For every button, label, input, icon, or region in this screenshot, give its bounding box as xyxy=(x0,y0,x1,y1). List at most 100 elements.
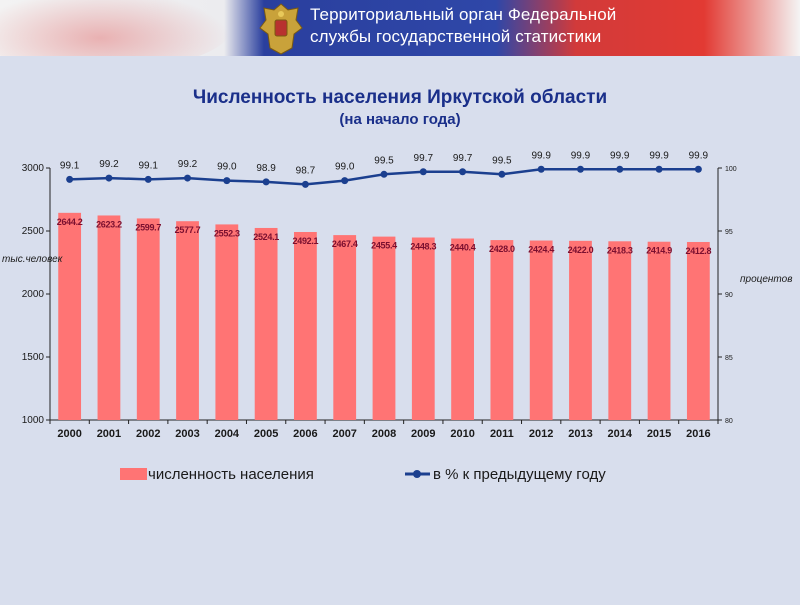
line-value-label: 99.0 xyxy=(335,162,355,173)
x-tick-label: 2014 xyxy=(608,428,633,440)
bar xyxy=(490,240,514,420)
line-value-label: 99.0 xyxy=(217,162,237,173)
line-marker xyxy=(144,175,152,183)
line-value-label: 99.5 xyxy=(374,155,394,166)
legend-bar-label: численность населения xyxy=(148,466,314,483)
bar xyxy=(686,241,710,420)
bar xyxy=(569,240,592,420)
line-value-label: 99.7 xyxy=(453,153,473,164)
x-tick-labels: 2000 2001 2002 2003 2004 2005 2006 2007 2008 2009… xyxy=(57,428,710,440)
line-marker xyxy=(341,177,349,185)
line-marker xyxy=(380,170,388,178)
bar-value-label: 2448.3 xyxy=(410,242,436,252)
coat-of-arms-icon xyxy=(259,3,303,55)
organization-name: Территориальный орган Федеральной службы… xyxy=(310,4,616,48)
x-tick-label: 2000 xyxy=(57,428,81,440)
bar xyxy=(215,224,239,420)
x-tick-label: 2009 xyxy=(411,428,435,440)
bar-value-label: 2467.4 xyxy=(332,239,358,249)
y-axis-label: тыс.человек xyxy=(2,254,64,265)
bar-value-label: 2422.0 xyxy=(568,245,594,255)
bar-value-label: 2577.7 xyxy=(175,225,201,235)
line-marker xyxy=(301,180,309,188)
bar xyxy=(529,240,553,420)
line-marker xyxy=(66,175,74,183)
line-marker xyxy=(537,165,545,173)
line-marker xyxy=(576,165,584,173)
y-tick-label: 3000 xyxy=(22,163,45,174)
line-series xyxy=(66,165,702,188)
line-marker xyxy=(459,168,467,176)
line-marker xyxy=(184,174,192,182)
line-marker xyxy=(419,168,427,176)
bar-value-label: 2599.7 xyxy=(135,222,161,232)
header-banner: Территориальный орган Федеральной службы… xyxy=(0,0,800,56)
bar xyxy=(97,215,121,420)
line-marker xyxy=(694,165,702,173)
x-tick-label: 2011 xyxy=(490,428,514,440)
chart-panel: Численность населения Иркутской области … xyxy=(0,56,800,600)
line-value-label: 99.2 xyxy=(178,159,198,170)
bar-value-label: 2428.0 xyxy=(489,244,515,254)
line-marker xyxy=(498,170,506,178)
chart-subtitle: (на начало года) xyxy=(339,111,460,128)
x-tick-label: 2015 xyxy=(647,428,671,440)
bar-value-label: 2424.4 xyxy=(528,245,554,255)
banner-decoration xyxy=(0,0,230,56)
line-marker xyxy=(223,177,231,185)
bar xyxy=(294,231,317,420)
population-chart: Численность населения Иркутской области … xyxy=(2,87,792,483)
y-tick-label: 2500 xyxy=(22,226,45,237)
bar-value-label: 2418.3 xyxy=(607,245,633,255)
line-marker xyxy=(616,165,624,173)
y2-tick-label: 90 xyxy=(725,292,733,299)
x-tick-label: 2007 xyxy=(332,428,356,440)
bar-value-label: 2440.4 xyxy=(450,243,476,253)
bar xyxy=(411,237,435,420)
line-value-label: 99.7 xyxy=(414,153,434,164)
line-value-label: 99.1 xyxy=(60,160,80,171)
y2-tick-label: 100 xyxy=(725,166,737,173)
bar xyxy=(372,236,396,420)
bar-value-label: 2414.9 xyxy=(646,246,672,256)
x-tick-label: 2002 xyxy=(136,428,160,440)
x-tick-label: 2004 xyxy=(215,428,240,440)
y2-tick-label: 80 xyxy=(725,418,733,425)
line-value-label: 98.7 xyxy=(296,165,316,176)
bar-value-label: 2455.4 xyxy=(371,241,397,251)
line-value-label: 99.1 xyxy=(139,160,159,171)
y-tick-label: 1500 xyxy=(22,352,45,363)
y2-axis-label: процентов xyxy=(740,274,792,285)
line-value-label: 99.2 xyxy=(99,159,119,170)
bar-data-labels: 2644.2 2623.2 2599.7 2577.7 2552.3 2524.1 2492… xyxy=(57,217,712,256)
legend-bar-swatch xyxy=(120,468,147,480)
line-marker xyxy=(655,165,663,173)
chart-title: Численность населения Иркутской области xyxy=(193,87,607,108)
line-marker xyxy=(105,174,113,182)
x-tick-label: 2008 xyxy=(372,428,396,440)
bar xyxy=(254,227,278,420)
line-value-label: 98.9 xyxy=(256,163,276,174)
bar-series xyxy=(58,212,710,420)
bar-value-label: 2552.3 xyxy=(214,228,240,238)
x-tick-label: 2016 xyxy=(686,428,710,440)
x-tick-label: 2006 xyxy=(293,428,317,440)
bar-value-label: 2623.2 xyxy=(96,219,122,229)
y-tick-label: 2000 xyxy=(22,289,45,300)
legend-line-label: в % к предыдущему году xyxy=(433,466,606,483)
y2-tick-label: 85 xyxy=(725,355,733,362)
x-tick-label: 2013 xyxy=(568,428,592,440)
organization-name-line2: службы государственной статистики xyxy=(310,27,602,46)
y-tick-label: 1000 xyxy=(22,415,45,426)
line-data-labels: 99.1 99.2 99.1 99.2 99.0 98.9 98.7 99.0 99.5 99.7… xyxy=(60,150,709,176)
line-marker xyxy=(262,178,270,186)
line-value-label: 99.9 xyxy=(571,150,591,161)
organization-name-line1: Территориальный орган Федеральной xyxy=(310,5,617,24)
line-value-label: 99.9 xyxy=(531,150,551,161)
x-tick-label: 2010 xyxy=(450,428,474,440)
x-tick-label: 2001 xyxy=(97,428,121,440)
bar xyxy=(451,238,474,420)
bar-value-label: 2644.2 xyxy=(57,217,83,227)
bar xyxy=(647,241,671,420)
bar xyxy=(58,212,82,420)
